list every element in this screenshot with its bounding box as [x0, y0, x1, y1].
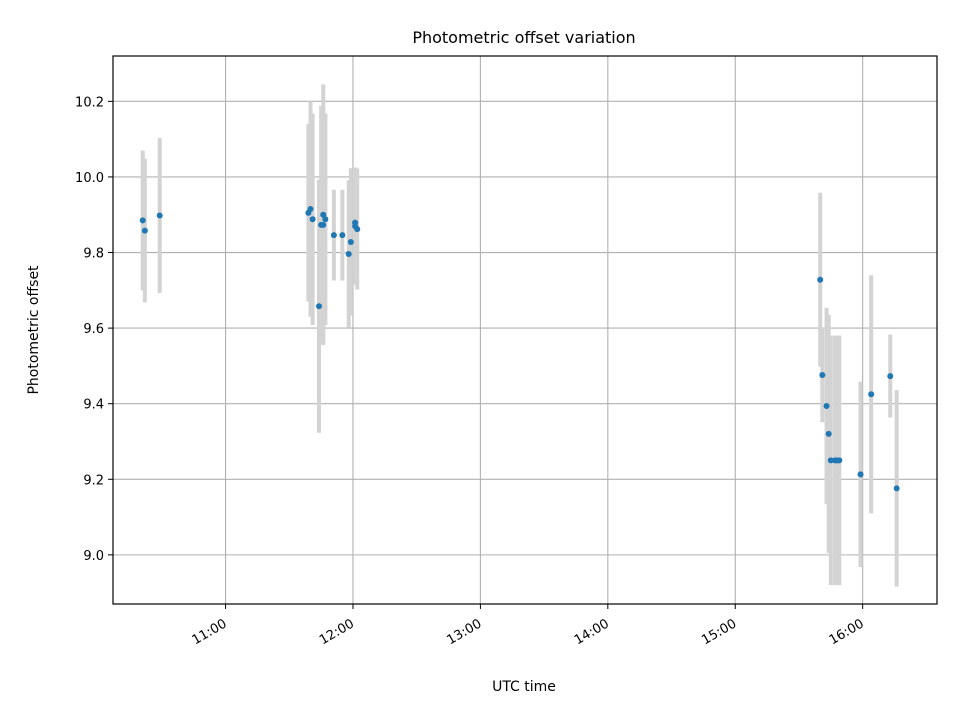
- data-point: [819, 371, 826, 378]
- data-point: [347, 238, 354, 245]
- y-axis-label: Photometric offset: [26, 265, 42, 395]
- data-point: [141, 227, 148, 234]
- data-point: [307, 206, 314, 213]
- data-point: [139, 217, 146, 224]
- y-tick-label: 9.4: [83, 398, 104, 413]
- data-point: [817, 276, 824, 283]
- data-point: [823, 402, 830, 409]
- data-point: [339, 232, 346, 239]
- y-tick-label: 10.0: [75, 171, 104, 186]
- data-point: [316, 303, 322, 310]
- y-tick-label: 9.2: [83, 473, 104, 488]
- data-point: [887, 373, 894, 380]
- y-tick-label: 9.8: [83, 247, 104, 262]
- data-point: [827, 457, 834, 464]
- data-points: [139, 206, 900, 492]
- y-tick-label: 9.6: [83, 322, 104, 337]
- y-tick-label: 10.2: [75, 95, 104, 110]
- data-point: [156, 212, 163, 219]
- data-point: [322, 216, 329, 223]
- data-point: [330, 232, 337, 239]
- data-point: [868, 391, 875, 398]
- y-tick-label: 9.0: [83, 549, 104, 564]
- y-axis-ticks: 9.0 9.2 9.4 9.6 9.8 10.0 10.2: [75, 95, 113, 564]
- data-point: [320, 221, 327, 228]
- chart-title: Photometric offset variation: [412, 28, 635, 47]
- data-point: [345, 251, 352, 258]
- data-point: [825, 430, 832, 437]
- grid-lines: [113, 56, 937, 604]
- data-point: [857, 471, 864, 478]
- data-point: [309, 216, 316, 223]
- x-axis-label: UTC time: [492, 679, 556, 695]
- plot-frame: [112, 55, 938, 605]
- data-point: [893, 485, 900, 492]
- data-point: [320, 211, 327, 218]
- data-point: [354, 226, 361, 233]
- data-point: [836, 457, 843, 464]
